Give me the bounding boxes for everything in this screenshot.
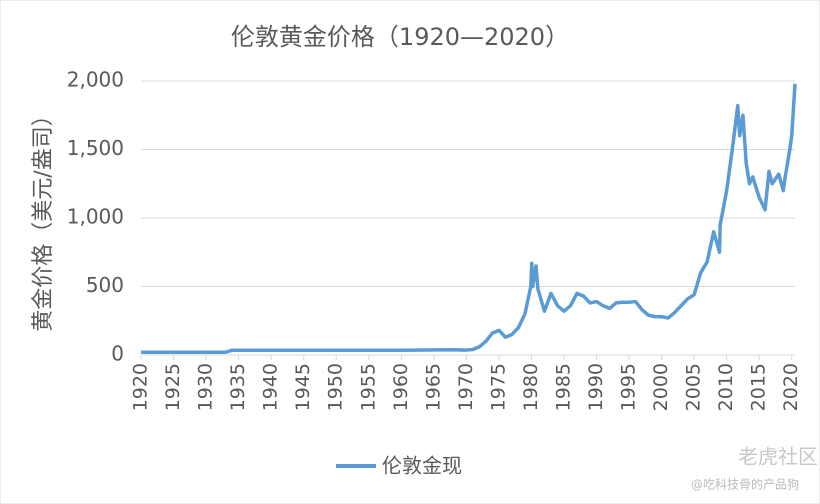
x-tick-label: 1950 — [325, 363, 347, 411]
x-tick-label: 1955 — [357, 363, 379, 411]
y-axis-label: 黄金价格（美元/盎司） — [31, 104, 56, 331]
x-tick-label: 2000 — [650, 363, 672, 411]
y-tick-label: 2,000 — [67, 68, 124, 92]
x-tick-label: 1985 — [552, 363, 574, 411]
y-tick-label: 0 — [111, 342, 124, 366]
x-tick-label: 2005 — [683, 363, 705, 411]
x-tick-label: 2020 — [780, 363, 802, 411]
y-tick-label: 1,500 — [67, 136, 124, 160]
data-line — [141, 83, 797, 355]
watermark-author: @吃科技骨的产品狗 — [691, 477, 799, 492]
x-tick-label: 1945 — [292, 363, 314, 411]
x-tick-label: 2010 — [715, 363, 737, 411]
x-tick-label: 1990 — [585, 363, 607, 411]
watermark-brand: 老虎社区 — [738, 445, 818, 469]
x-tick-label: 2015 — [748, 363, 770, 411]
x-tick-label: 1995 — [618, 363, 640, 411]
y-tick-label: 1,000 — [67, 205, 124, 229]
x-tick-label: 1960 — [390, 363, 412, 411]
x-tick-label: 1975 — [487, 363, 509, 411]
x-tick-label: 1920 — [130, 363, 152, 411]
y-tick-label: 500 — [86, 273, 124, 297]
x-tick-label: 1980 — [520, 363, 542, 411]
x-tick-label: 1965 — [422, 363, 444, 411]
x-tick-label: 1935 — [227, 363, 249, 411]
x-tick-label: 1930 — [195, 363, 217, 411]
x-tick-label: 1970 — [455, 363, 477, 411]
chart-title: 伦敦黄金价格（1920—2020） — [231, 23, 569, 51]
x-tick-label: 1925 — [162, 363, 184, 411]
legend-label: 伦敦金现 — [382, 454, 462, 478]
x-tick-label: 1940 — [260, 363, 282, 411]
